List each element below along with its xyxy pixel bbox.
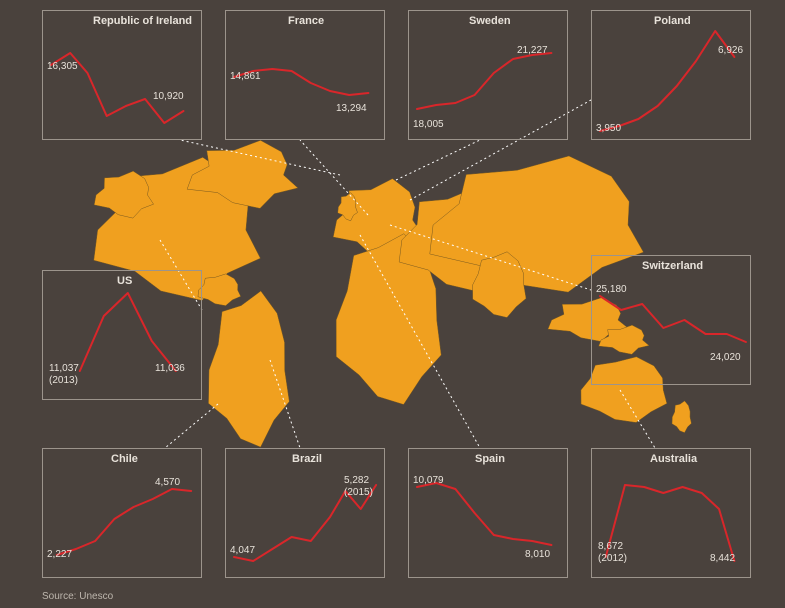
panel-title-spain: Spain — [475, 453, 505, 465]
value-label-australia-1: (2012) — [598, 553, 627, 564]
sparkline-switzerland — [592, 256, 752, 386]
value-label-switzerland-0: 25,180 — [596, 284, 627, 295]
value-label-spain-0: 10,079 — [413, 475, 444, 486]
panel-title-brazil: Brazil — [292, 453, 322, 465]
value-label-australia-0: 8,672 — [598, 541, 623, 552]
panel-title-us: US — [117, 275, 132, 287]
panel-switzerland: Switzerland 25,180 24,020 — [591, 255, 751, 385]
source-label: Source: Unesco — [42, 591, 113, 602]
panel-title-sweden: Sweden — [469, 15, 511, 27]
value-label-chile-0: 4,570 — [155, 477, 180, 488]
value-label-sweden-0: 21,227 — [517, 45, 548, 56]
panel-spain: Spain 10,079 8,010 — [408, 448, 568, 578]
value-label-ireland-1: 10,920 — [153, 91, 184, 102]
panel-france: France 14,861 13,294 — [225, 10, 385, 140]
value-label-poland-0: 6,926 — [718, 45, 743, 56]
panel-title-poland: Poland — [654, 15, 691, 27]
panel-us: US 11,037(2013) 11,036 — [42, 270, 202, 400]
value-label-australia-2: 8,442 — [710, 553, 735, 564]
value-label-us-1: (2013) — [49, 375, 78, 386]
sparkline-brazil — [226, 449, 386, 579]
value-label-switzerland-1: 24,020 — [710, 352, 741, 363]
value-label-brazil-1: (2015) — [344, 487, 373, 498]
value-label-spain-1: 8,010 — [525, 549, 550, 560]
panel-chile: Chile 4,570 2,227 — [42, 448, 202, 578]
panel-title-australia: Australia — [650, 453, 697, 465]
value-label-chile-1: 2,227 — [47, 549, 72, 560]
value-label-us-2: 11,036 — [155, 363, 185, 374]
panel-ireland: Republic of Ireland 16,305 10,920 — [42, 10, 202, 140]
value-label-france-1: 13,294 — [336, 103, 367, 114]
value-label-us-0: 11,037 — [49, 363, 79, 374]
panel-brazil: Brazil 5,282(2015) 4,047 — [225, 448, 385, 578]
sparkline-ireland — [43, 11, 203, 141]
panel-title-ireland: Republic of Ireland — [93, 15, 192, 27]
panel-title-chile: Chile — [111, 453, 138, 465]
value-label-brazil-0: 5,282 — [344, 475, 369, 486]
panel-poland: Poland 6,926 3,950 — [591, 10, 751, 140]
panel-australia: Australia 8,672(2012) 8,442 — [591, 448, 751, 578]
panel-title-france: France — [288, 15, 324, 27]
value-label-france-0: 14,861 — [230, 71, 261, 82]
panel-sweden: Sweden 21,227 18,005 — [408, 10, 568, 140]
value-label-poland-1: 3,950 — [596, 123, 621, 134]
value-label-brazil-2: 4,047 — [230, 545, 255, 556]
value-label-ireland-0: 16,305 — [47, 61, 78, 72]
value-label-sweden-1: 18,005 — [413, 119, 444, 130]
panel-title-switzerland: Switzerland — [642, 260, 703, 272]
sparkline-poland — [592, 11, 752, 141]
